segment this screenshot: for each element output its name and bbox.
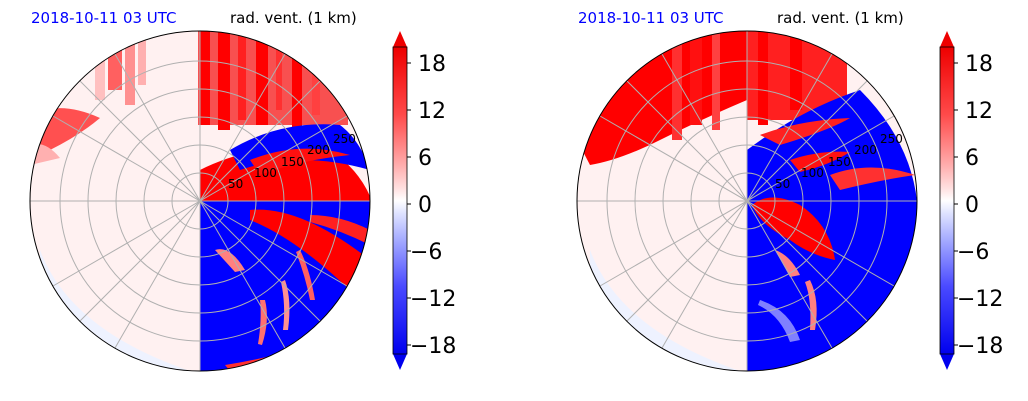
- colorbar-tick-0: 0: [418, 193, 432, 218]
- range-label-200: 200: [307, 143, 330, 157]
- range-label-50: 50: [775, 177, 790, 191]
- colorbar-tick-neg18: −18: [410, 334, 456, 359]
- colorbar-gradient-left: [393, 47, 407, 354]
- range-label-250: 250: [333, 132, 356, 146]
- range-label-50: 50: [228, 177, 243, 191]
- range-ring-labels-left: 50 100 150 200 250: [228, 132, 356, 191]
- title-date-right: 2018-10-11 03 UTC: [578, 9, 724, 27]
- colorbar-right: 18 12 6 0 −6 −12 −18: [939, 31, 1003, 370]
- colorbar-tick-neg6: −6: [957, 240, 989, 265]
- radar-boundary-right: [576, 30, 918, 372]
- radar-panel-left: 2018-10-11 03 UTC rad. vent. (1 km): [29, 9, 456, 372]
- colorbar-extend-top-right: [940, 31, 954, 47]
- colorbar-tick-neg12: −12: [957, 287, 1003, 312]
- range-label-100: 100: [801, 166, 824, 180]
- colorbar-extend-bottom-right: [940, 354, 954, 370]
- colorbar-tick-neg6: −6: [410, 240, 442, 265]
- title-date-left: 2018-10-11 03 UTC: [31, 9, 177, 27]
- colorbar-tick-18: 18: [965, 52, 993, 77]
- colorbar-left: 18 12 6 0 −6 −12 −18: [392, 31, 456, 370]
- colorbar-tick-neg12: −12: [410, 287, 456, 312]
- colorbar-tick-0: 0: [965, 193, 979, 218]
- colorbar-tick-6: 6: [965, 146, 979, 171]
- colorbar-extend-top-left: [393, 31, 407, 47]
- range-label-200: 200: [854, 143, 877, 157]
- colorbar-tick-6: 6: [418, 146, 432, 171]
- range-label-100: 100: [254, 166, 277, 180]
- colorbar-tick-12: 12: [418, 99, 446, 124]
- radar-boundary-left: [29, 30, 371, 372]
- range-label-150: 150: [281, 155, 304, 169]
- range-label-150: 150: [828, 155, 851, 169]
- colorbar-tick-neg18: −18: [957, 334, 1003, 359]
- range-grid-left: [30, 31, 370, 371]
- range-label-250: 250: [880, 132, 903, 146]
- colorbar-tick-18: 18: [418, 52, 446, 77]
- colorbar-tick-12: 12: [965, 99, 993, 124]
- radar-panel-right: 2018-10-11 03 UTC rad. vent. (1 km): [576, 9, 1003, 372]
- range-grid-right: [577, 31, 917, 371]
- range-ring-labels-right: 50 100 150 200 250: [775, 132, 903, 191]
- colorbar-extend-bottom-left: [393, 354, 407, 370]
- title-variable-right: rad. vent. (1 km): [777, 9, 904, 27]
- colorbar-gradient-right: [940, 47, 954, 354]
- title-variable-left: rad. vent. (1 km): [230, 9, 357, 27]
